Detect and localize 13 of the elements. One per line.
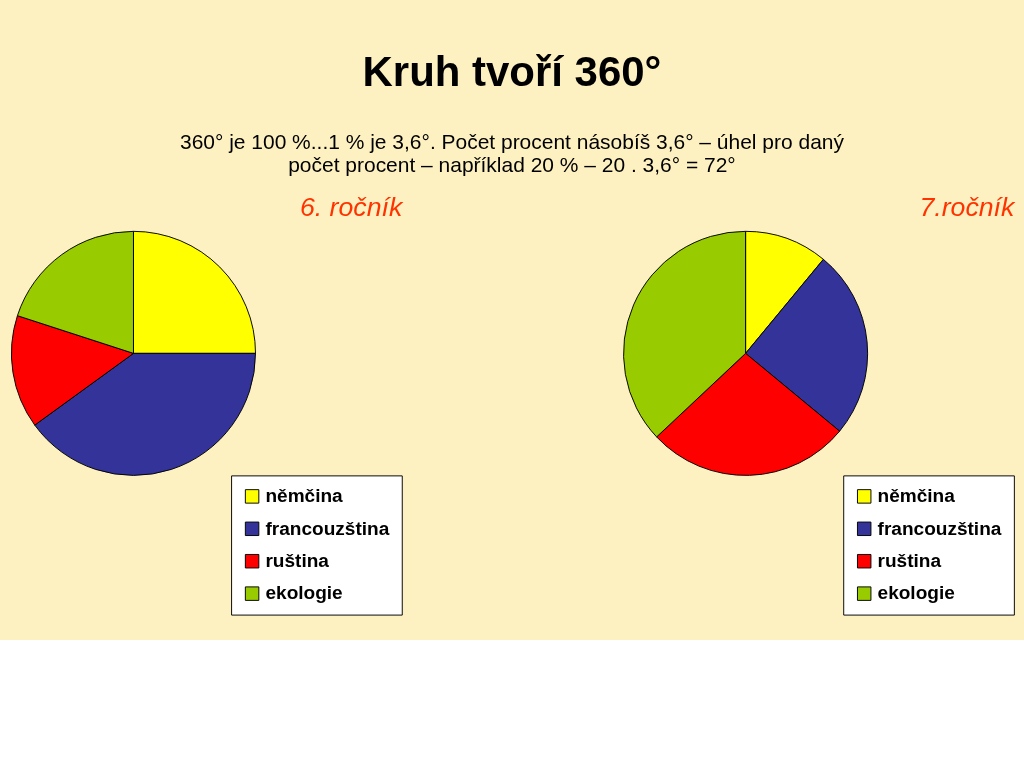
text: 360° je 100 %...1 % je 3,6°. Počet procent násobíš 3,6° – úhel pro daný xyxy=(179,130,845,154)
legend-label: němčina xyxy=(877,485,956,507)
chart-title: 7.ročník xyxy=(919,192,1017,223)
legend-label: ruština xyxy=(877,549,942,571)
legend-label: francouzština xyxy=(877,517,1002,539)
legend-label: francouzština xyxy=(265,517,390,539)
legend-label: němčina xyxy=(265,485,344,507)
legend-label: ruština xyxy=(265,549,330,571)
text: počet procent – například 20 % – 20 . 3,6° = 72° xyxy=(288,153,736,177)
chart-title: 6. ročník xyxy=(299,192,404,223)
legend-label: ekologie xyxy=(265,582,343,604)
text: Kruh tvoří 360° xyxy=(362,48,662,96)
legend-label: ekologie xyxy=(877,582,955,604)
